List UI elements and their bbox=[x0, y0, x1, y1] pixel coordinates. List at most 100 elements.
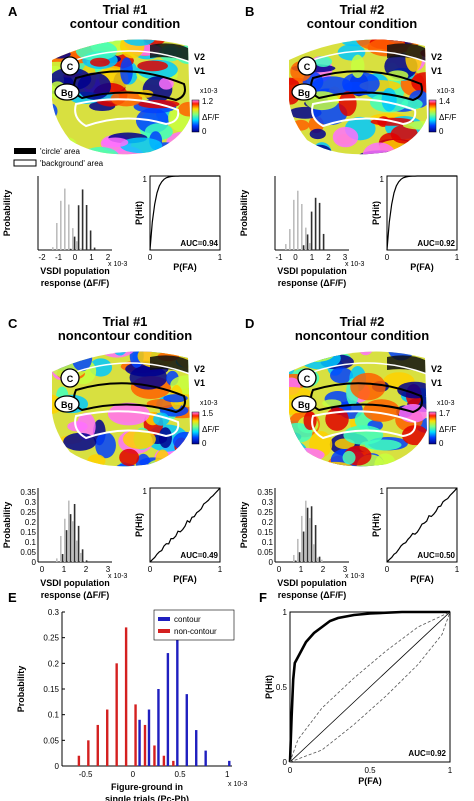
hist-bar-circle bbox=[69, 514, 72, 562]
e-bar-non-contour bbox=[134, 704, 137, 766]
roc-frame bbox=[386, 487, 458, 563]
c-label-bubble bbox=[297, 56, 317, 76]
hist-x-label-line2: response (ΔF/F) bbox=[41, 590, 109, 600]
histogram bbox=[274, 176, 349, 251]
colorbar bbox=[191, 411, 200, 445]
hist-bar-circle bbox=[69, 248, 72, 250]
e-bar-non-contour bbox=[87, 740, 90, 766]
hist-bar-circle bbox=[314, 197, 317, 250]
roc-plot bbox=[386, 175, 458, 251]
hist-bar-background bbox=[297, 538, 299, 562]
roc-y-label: P(Hit) bbox=[371, 513, 381, 537]
v1-label: V1 bbox=[194, 66, 205, 76]
roc-curve bbox=[386, 175, 457, 251]
roc-y-tick: 1 bbox=[143, 175, 148, 184]
hist-x-tick: -1 bbox=[55, 253, 63, 262]
hist-bar-circle bbox=[302, 531, 305, 562]
hist-bar-circle bbox=[81, 189, 84, 250]
hist-bar-background bbox=[76, 241, 78, 250]
hist-x-tick: -1 bbox=[275, 253, 283, 262]
hist-x-exponent: x 10-3 bbox=[108, 573, 128, 580]
panel-title-line1: Trial #1 bbox=[103, 2, 148, 17]
c-label: C bbox=[67, 374, 74, 384]
hist-bar-circle bbox=[318, 202, 321, 250]
e-bar-non-contour bbox=[143, 724, 147, 766]
colorbar-exponent: x10-3 bbox=[200, 400, 218, 407]
hist-x-tick: 0 bbox=[293, 253, 298, 262]
e-bar-contour bbox=[147, 709, 151, 766]
panel-letter: E bbox=[8, 590, 17, 605]
hist-y-tick: 0 bbox=[32, 558, 37, 567]
roc-y-tick: 1 bbox=[380, 487, 385, 496]
hist-y-tick: 0.25 bbox=[257, 508, 273, 517]
e-bar-contour bbox=[176, 627, 179, 766]
v2-label: V2 bbox=[194, 52, 205, 62]
e-y-tick-label: 0.3 bbox=[48, 608, 60, 617]
hist-x-tick: 3 bbox=[343, 565, 348, 574]
roc-curve bbox=[149, 175, 220, 251]
colorbar-max: 1.2 bbox=[202, 97, 214, 106]
e-y-tick-label: 0.25 bbox=[43, 634, 59, 643]
e-y-tick-label: 0.2 bbox=[48, 659, 60, 668]
hist-x-label-line1: VSDI population bbox=[277, 266, 347, 276]
panel-title-line1: Trial #2 bbox=[340, 314, 385, 329]
hist-bar-circle bbox=[302, 245, 305, 250]
e-legend-noncontour: non-contour bbox=[174, 627, 217, 636]
hist-x-tick: 1 bbox=[62, 565, 67, 574]
c-label-bubble bbox=[60, 56, 80, 76]
e-y-label: Probability bbox=[16, 666, 26, 713]
hist-x-tick: 1 bbox=[299, 565, 304, 574]
e-bar-non-contour bbox=[77, 755, 81, 766]
f-roc-dashed-upper bbox=[289, 611, 451, 763]
hist-y-tick: 0.05 bbox=[20, 548, 36, 557]
f-frame bbox=[289, 611, 451, 763]
hist-bar-background bbox=[56, 558, 58, 562]
hist-bar-circle bbox=[93, 247, 96, 250]
hist-bar-circle bbox=[310, 211, 313, 250]
colorbar-max: 1.4 bbox=[439, 97, 451, 106]
colorbar-unit: ΔF/F bbox=[202, 425, 219, 434]
hist-bar-background bbox=[68, 204, 70, 250]
panel-e: E 0 0.05 0.1 0.15 0.2 0.25 0.3 -0.5 0 0.5 1 x 10-3 Pr… bbox=[8, 590, 248, 801]
roc-x-tick-0: 0 bbox=[148, 253, 153, 262]
background-area-contour bbox=[311, 410, 417, 440]
roc-auc-label: AUC=0.50 bbox=[417, 551, 455, 560]
e-x-tick-label: 0.5 bbox=[174, 770, 186, 779]
hist-bar-circle bbox=[65, 530, 68, 562]
e-x-tick-label: 1 bbox=[225, 770, 230, 779]
hist-bar-circle bbox=[77, 205, 80, 250]
bg-label-bubble bbox=[54, 83, 80, 101]
roc-x-tick-1: 1 bbox=[218, 253, 223, 262]
e-y-tick-label: 0.1 bbox=[48, 711, 60, 720]
colorbar-exponent: x10-3 bbox=[437, 400, 455, 407]
hist-bar-background bbox=[60, 535, 62, 562]
roc-y-tick: 1 bbox=[380, 175, 385, 184]
colorbar-max: 1.5 bbox=[202, 409, 214, 418]
hist-x-tick: 2 bbox=[321, 565, 326, 574]
hist-bar-background bbox=[64, 188, 66, 250]
hist-x-exponent: x 10-3 bbox=[345, 261, 365, 268]
colorbar bbox=[428, 99, 437, 133]
bg-label-bubble bbox=[291, 395, 317, 413]
f-y-label: P(Hit) bbox=[264, 675, 274, 699]
hist-y-tick: 0 bbox=[269, 558, 274, 567]
hist-bar-background bbox=[60, 200, 62, 250]
colorbar-min: 0 bbox=[439, 127, 444, 136]
roc-x-label: P(FA) bbox=[173, 262, 197, 272]
hist-x-label-line1: VSDI population bbox=[277, 578, 347, 588]
hist-bar-background bbox=[72, 228, 74, 250]
hist-bar-circle bbox=[318, 556, 321, 562]
panel-title-line2: contour condition bbox=[307, 16, 418, 31]
colorbar-max: 1.7 bbox=[439, 409, 451, 418]
roc-curve bbox=[386, 487, 458, 563]
f-x-tick-label: 0 bbox=[288, 766, 293, 775]
e-bar-non-contour bbox=[96, 724, 99, 766]
hist-bar-background bbox=[64, 518, 66, 562]
histogram bbox=[37, 176, 112, 251]
f-y-tick-label: 1 bbox=[283, 608, 288, 617]
f-roc-dashed-lower bbox=[289, 611, 451, 763]
colorbar-min: 0 bbox=[202, 439, 207, 448]
hist-x-tick: 1 bbox=[89, 253, 94, 262]
c-label: C bbox=[67, 62, 74, 72]
